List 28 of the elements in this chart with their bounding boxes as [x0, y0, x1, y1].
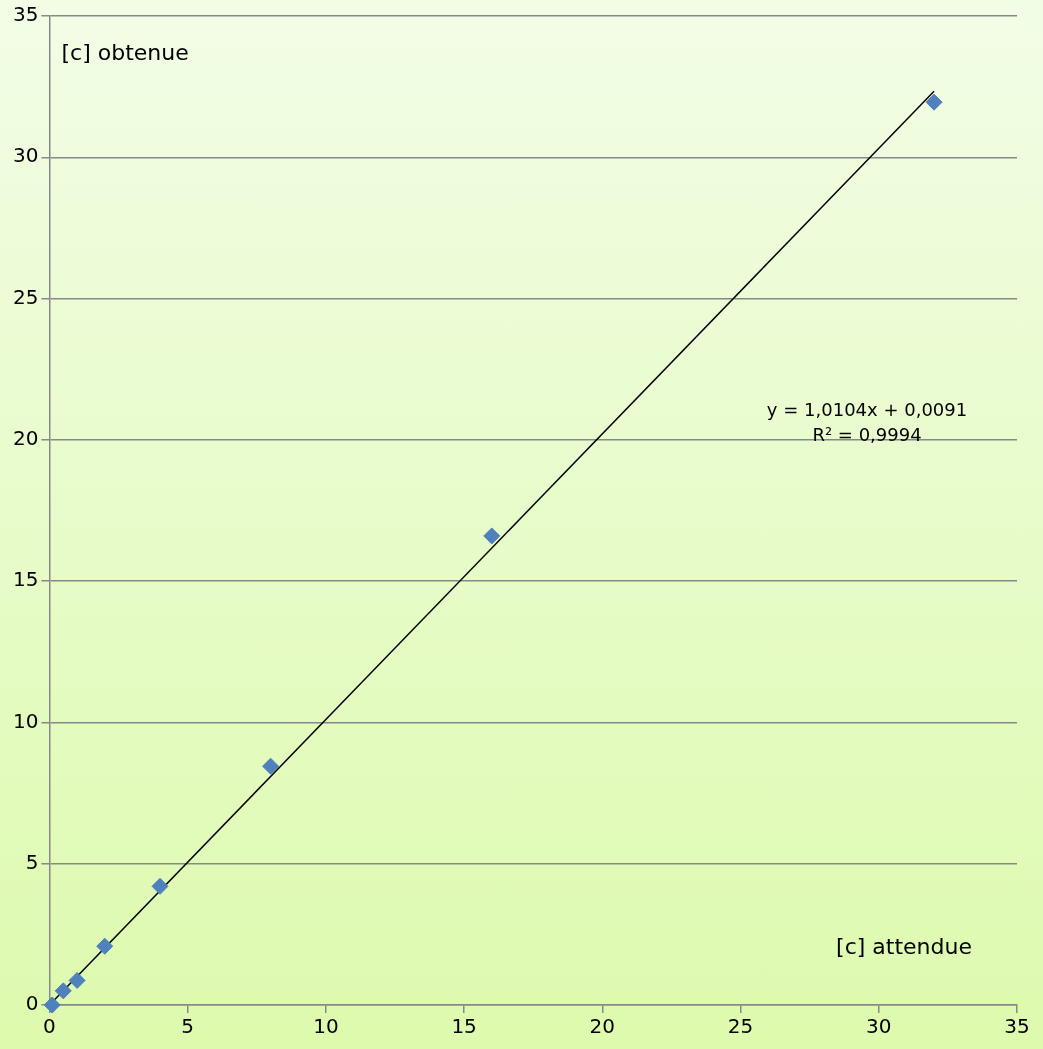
y-tick-label: 0	[25, 991, 39, 1016]
y-tick-label: 30	[13, 143, 39, 168]
x-axis-title: [c] attendue	[836, 933, 972, 959]
y-tick-label: 20	[13, 426, 39, 451]
point	[43, 996, 61, 1014]
x-tick-label: 0	[43, 1014, 56, 1039]
y-axis-title: [c] obtenue	[61, 39, 189, 65]
annotation: R² = 0,9994	[812, 423, 922, 445]
y-tick-label: 25	[13, 284, 39, 309]
y-tick-label: 15	[13, 567, 39, 592]
x-tick-label: 15	[451, 1014, 477, 1039]
x-tick-label: 20	[589, 1014, 616, 1039]
x-tick-label: 35	[1004, 1014, 1030, 1039]
point	[96, 937, 114, 955]
x-tick-label: 30	[866, 1014, 892, 1039]
point	[483, 527, 501, 545]
x-tick-label: 10	[313, 1014, 339, 1039]
x-tick-label: 5	[181, 1014, 195, 1039]
point	[151, 877, 169, 895]
y-tick-label: 10	[13, 708, 39, 733]
x-tick-label: 25	[727, 1014, 754, 1039]
point	[262, 757, 280, 775]
point	[925, 93, 943, 111]
y-tick-label: 5	[25, 849, 39, 874]
annotation: y = 1,0104x + 0,0091	[766, 398, 968, 420]
y-tick-label: 35	[13, 2, 39, 27]
point	[68, 971, 86, 989]
point	[54, 982, 72, 1000]
